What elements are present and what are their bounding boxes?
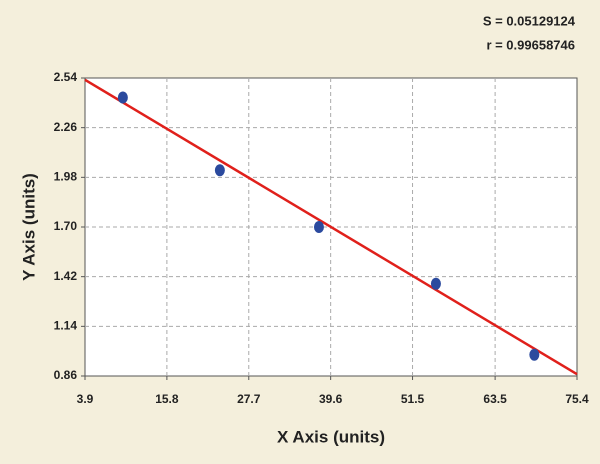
y-tick-label: 1.98 xyxy=(54,170,78,184)
x-tick-label: 75.4 xyxy=(565,392,589,406)
y-axis-label: Y Axis (units) xyxy=(19,173,38,281)
x-tick-label: 51.5 xyxy=(401,392,425,406)
y-tick-label: 0.86 xyxy=(54,368,78,382)
data-point xyxy=(529,348,540,361)
x-tick-label: 63.5 xyxy=(483,392,507,406)
data-point xyxy=(214,164,225,177)
y-tick-label: 1.42 xyxy=(54,269,78,283)
y-tick-label: 1.14 xyxy=(54,319,78,333)
x-tick-label: 15.8 xyxy=(155,392,179,406)
data-point xyxy=(313,221,324,233)
data-point xyxy=(430,277,441,290)
y-tick-label: 2.26 xyxy=(54,120,78,134)
x-axis-label: X Axis (units) xyxy=(277,427,385,446)
x-tick-label: 27.7 xyxy=(237,392,261,406)
annotation: r = 0.99658746 xyxy=(486,37,575,52)
y-tick-label: 2.54 xyxy=(54,70,78,84)
x-tick-label: 39.6 xyxy=(319,392,343,406)
x-tick-label: 3.9 xyxy=(77,392,94,406)
data-point xyxy=(117,91,128,104)
fit-line xyxy=(84,78,578,376)
annotation: S = 0.05129124 xyxy=(483,13,576,28)
y-tick-label: 1.70 xyxy=(54,219,78,233)
